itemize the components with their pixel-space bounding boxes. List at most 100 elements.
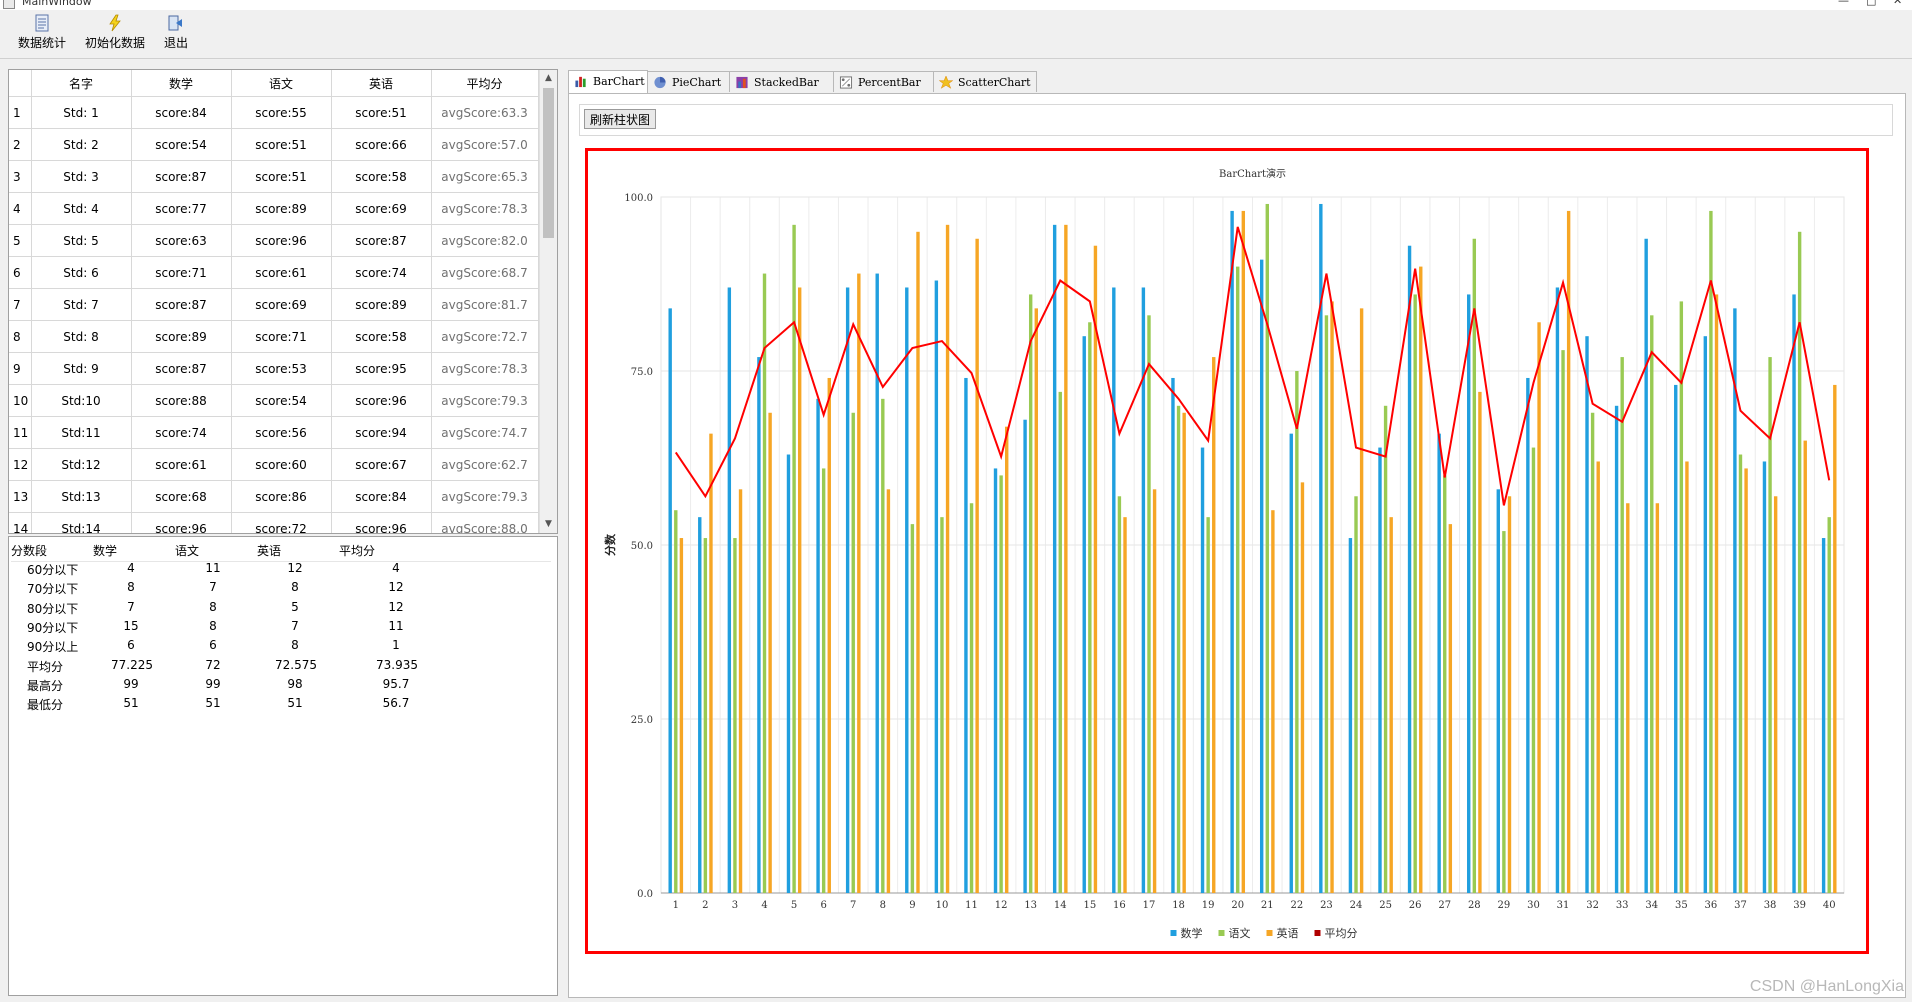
scroll-down-arrow-icon[interactable]: ▼ <box>545 519 552 529</box>
table-cell[interactable]: score:53 <box>231 352 332 385</box>
stats-header-average[interactable]: 平均分 <box>339 544 376 558</box>
table-cell[interactable]: score:95 <box>331 352 432 385</box>
table-cell[interactable]: score:96 <box>131 512 232 533</box>
table-cell[interactable]: Std: 5 <box>31 224 132 257</box>
table-cell[interactable]: avgScore:79.3 <box>431 480 539 513</box>
stats-header-range[interactable]: 分数段 <box>11 544 48 558</box>
table-cell[interactable]: score:71 <box>131 256 232 289</box>
table-row[interactable]: 1 Std: 1 score:84 score:55 score:51 avgScore:… <box>9 96 539 129</box>
stats-header-math[interactable]: 数学 <box>93 544 118 558</box>
table-cell[interactable]: score:74 <box>331 256 432 289</box>
tab-barchart[interactable]: BarChart <box>568 70 648 93</box>
init-data-button[interactable]: 初始化数据 <box>82 12 148 56</box>
column-header-name[interactable]: 名字 <box>31 70 132 97</box>
table-cell[interactable]: score:84 <box>131 96 232 129</box>
table-row[interactable]: 14 Std:14 score:96 score:72 score:96 avgScore… <box>9 512 539 533</box>
table-cell[interactable]: avgScore:81.7 <box>431 288 539 321</box>
table-cell[interactable]: score:67 <box>331 448 432 481</box>
table-cell[interactable]: score:72 <box>231 512 332 533</box>
table-cell[interactable]: score:89 <box>231 192 332 225</box>
column-header-average[interactable]: 平均分 <box>431 70 539 97</box>
table-cell[interactable]: score:74 <box>131 416 232 449</box>
table-cell[interactable]: score:61 <box>131 448 232 481</box>
stats-header-chinese[interactable]: 语文 <box>175 544 200 558</box>
table-row[interactable]: 6 Std: 6 score:71 score:61 score:74 avgScore:… <box>9 256 539 289</box>
table-cell[interactable]: avgScore:78.3 <box>431 352 539 385</box>
column-header-english[interactable]: 英语 <box>331 70 432 97</box>
table-cell[interactable]: score:69 <box>231 288 332 321</box>
table-cell[interactable]: avgScore:63.3 <box>431 96 539 129</box>
stats-header-english[interactable]: 英语 <box>257 544 282 558</box>
table-row[interactable]: 12 Std:12 score:61 score:60 score:67 avgScore… <box>9 448 539 481</box>
table-row[interactable]: 11 Std:11 score:74 score:56 score:94 avgScore… <box>9 416 539 449</box>
table-row[interactable]: 2 Std: 2 score:54 score:51 score:66 avgScore:… <box>9 128 539 161</box>
table-cell[interactable]: Std: 6 <box>31 256 132 289</box>
score-table-scrollbar[interactable]: ▲ ▼ <box>539 70 557 533</box>
table-cell[interactable]: score:69 <box>331 192 432 225</box>
table-cell[interactable]: Std:13 <box>31 480 132 513</box>
table-cell[interactable]: score:86 <box>231 480 332 513</box>
table-cell[interactable]: score:51 <box>331 96 432 129</box>
table-cell[interactable]: Std: 7 <box>31 288 132 321</box>
tab-scatterchart[interactable]: ScatterChart <box>933 71 1037 92</box>
table-cell[interactable]: score:96 <box>331 384 432 417</box>
table-row[interactable]: 10 Std:10 score:88 score:54 score:96 avgScore… <box>9 384 539 417</box>
table-cell[interactable]: score:87 <box>131 352 232 385</box>
table-cell[interactable]: avgScore:62.7 <box>431 448 539 481</box>
table-cell[interactable]: score:88 <box>131 384 232 417</box>
table-cell[interactable]: score:66 <box>331 128 432 161</box>
table-row[interactable]: 4 Std: 4 score:77 score:89 score:69 avgScore:… <box>9 192 539 225</box>
table-cell[interactable]: Std:10 <box>31 384 132 417</box>
table-cell[interactable]: Std:11 <box>31 416 132 449</box>
maximize-button[interactable]: □ <box>1866 0 1877 7</box>
exit-button[interactable]: 退出 <box>160 12 192 56</box>
table-cell[interactable]: score:58 <box>331 320 432 353</box>
table-cell[interactable]: Std:14 <box>31 512 132 533</box>
table-cell[interactable]: Std: 4 <box>31 192 132 225</box>
table-cell[interactable]: score:89 <box>331 288 432 321</box>
table-cell[interactable]: score:55 <box>231 96 332 129</box>
table-cell[interactable]: avgScore:57.0 <box>431 128 539 161</box>
close-button[interactable]: ✕ <box>1893 0 1903 7</box>
tab-percentbar[interactable]: PercentBar <box>833 71 934 92</box>
minimize-button[interactable]: — <box>1838 0 1849 7</box>
table-cell[interactable]: score:68 <box>131 480 232 513</box>
table-cell[interactable]: avgScore:88.0 <box>431 512 539 533</box>
table-cell[interactable]: score:58 <box>331 160 432 193</box>
table-cell[interactable]: score:96 <box>331 512 432 533</box>
table-cell[interactable]: score:56 <box>231 416 332 449</box>
table-cell[interactable]: score:89 <box>131 320 232 353</box>
table-cell[interactable]: Std: 3 <box>31 160 132 193</box>
table-cell[interactable]: score:51 <box>231 160 332 193</box>
table-cell[interactable]: Std: 1 <box>31 96 132 129</box>
data-stats-button[interactable]: 数据统计 <box>14 12 70 56</box>
table-cell[interactable]: avgScore:65.3 <box>431 160 539 193</box>
column-header-math[interactable]: 数学 <box>131 70 232 97</box>
table-row[interactable]: 7 Std: 7 score:87 score:69 score:89 avgScore:… <box>9 288 539 321</box>
table-row[interactable]: 5 Std: 5 score:63 score:96 score:87 avgScore:… <box>9 224 539 257</box>
table-cell[interactable]: score:71 <box>231 320 332 353</box>
table-cell[interactable]: score:87 <box>131 160 232 193</box>
table-row[interactable]: 3 Std: 3 score:87 score:51 score:58 avgScore:… <box>9 160 539 193</box>
table-cell[interactable]: Std: 8 <box>31 320 132 353</box>
table-cell[interactable]: avgScore:78.3 <box>431 192 539 225</box>
table-cell[interactable]: avgScore:79.3 <box>431 384 539 417</box>
table-cell[interactable]: score:54 <box>131 128 232 161</box>
scroll-thumb[interactable] <box>543 88 554 238</box>
table-cell[interactable]: score:60 <box>231 448 332 481</box>
table-cell[interactable]: avgScore:68.7 <box>431 256 539 289</box>
scroll-up-arrow-icon[interactable]: ▲ <box>545 73 552 83</box>
table-cell[interactable]: Std:12 <box>31 448 132 481</box>
table-cell[interactable]: score:87 <box>331 224 432 257</box>
table-cell[interactable]: score:77 <box>131 192 232 225</box>
table-cell[interactable]: avgScore:82.0 <box>431 224 539 257</box>
refresh-barchart-button[interactable]: 刷新柱状图 <box>584 109 657 129</box>
table-row[interactable]: 9 Std: 9 score:87 score:53 score:95 avgScore:… <box>9 352 539 385</box>
tab-piechart[interactable]: PieChart <box>647 71 730 92</box>
table-cell[interactable]: score:51 <box>231 128 332 161</box>
column-header-chinese[interactable]: 语文 <box>231 70 332 97</box>
table-cell[interactable]: score:87 <box>131 288 232 321</box>
table-cell[interactable]: score:63 <box>131 224 232 257</box>
table-cell[interactable]: avgScore:74.7 <box>431 416 539 449</box>
tab-stackedbar[interactable]: StackedBar <box>729 71 834 92</box>
